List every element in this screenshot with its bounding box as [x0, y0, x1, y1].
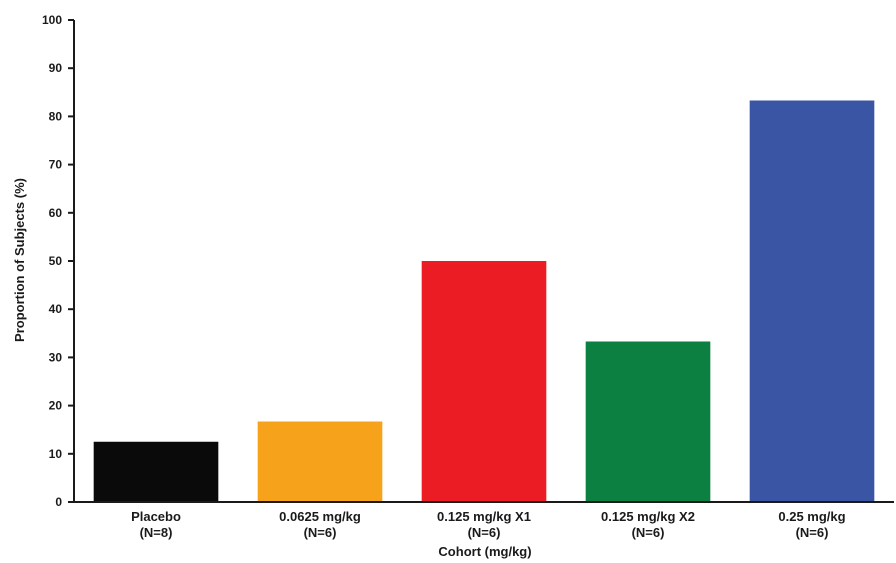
x-axis-title: Cohort (mg/kg)	[438, 544, 531, 559]
x-category-label: 0.25 mg/kg	[778, 509, 845, 524]
y-tick-label: 10	[49, 447, 63, 461]
bar-1	[257, 421, 383, 502]
y-tick-label: 30	[49, 350, 63, 364]
y-tick-label: 0	[55, 495, 62, 509]
x-category-label: 0.0625 mg/kg	[279, 509, 361, 524]
y-axis: 0 10 20 30 40 50 60 70 80 90 100	[42, 13, 75, 509]
x-category-sublabel: (N=6)	[632, 525, 665, 540]
y-tick-label: 20	[49, 399, 63, 413]
y-tick-label: 40	[49, 302, 63, 316]
x-category-label: 0.125 mg/kg X2	[601, 509, 695, 524]
y-tick-label: 100	[42, 13, 62, 27]
bar-4	[749, 100, 875, 502]
x-category-label: 0.125 mg/kg X1	[437, 509, 531, 524]
bars-group	[93, 100, 875, 502]
y-tick-label: 90	[49, 61, 63, 75]
x-axis: Placebo(N=8)0.0625 mg/kg(N=6)0.125 mg/kg…	[68, 501, 894, 540]
x-category-sublabel: (N=6)	[796, 525, 829, 540]
y-tick-label: 80	[49, 109, 63, 123]
bar-2	[421, 261, 547, 502]
x-category-sublabel: (N=6)	[468, 525, 501, 540]
bar-3	[585, 341, 711, 502]
x-category-sublabel: (N=8)	[140, 525, 173, 540]
x-category-label: Placebo	[131, 509, 181, 524]
y-tick-label: 50	[49, 254, 63, 268]
bar-0	[93, 441, 219, 502]
y-axis-title: Proportion of Subjects (%)	[12, 178, 27, 342]
y-tick-label: 60	[49, 206, 63, 220]
x-category-sublabel: (N=6)	[304, 525, 337, 540]
y-tick-label: 70	[49, 158, 63, 172]
